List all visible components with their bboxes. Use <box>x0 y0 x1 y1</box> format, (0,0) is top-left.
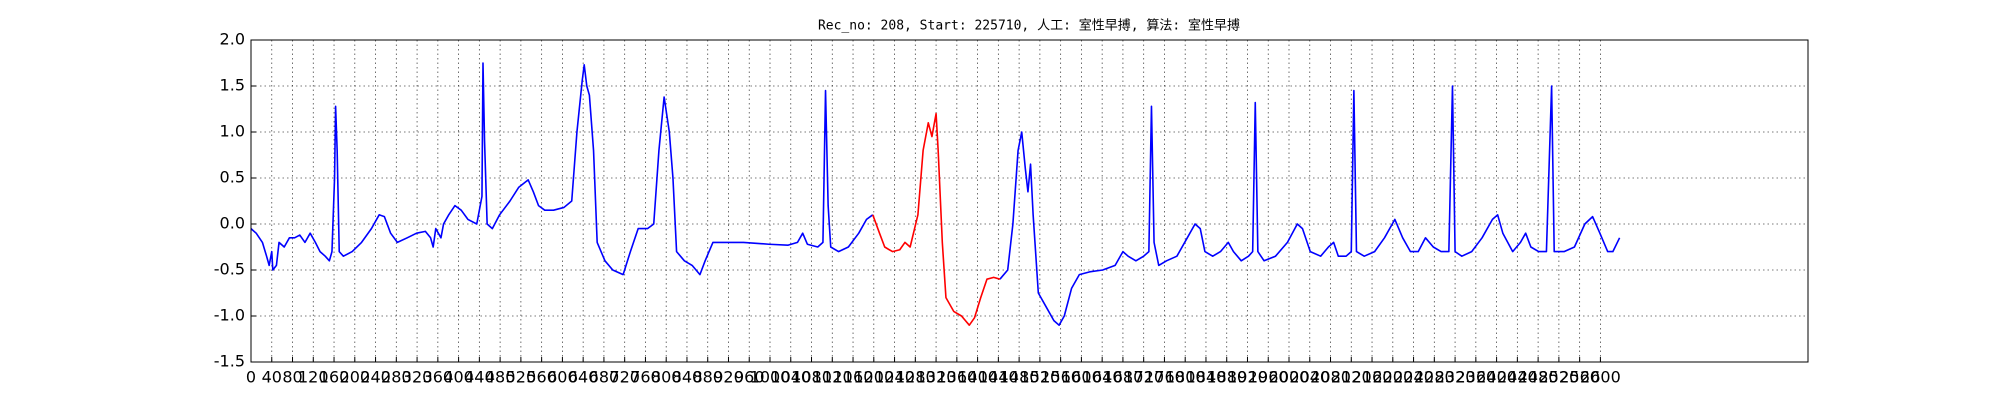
x-tick-label: 840 <box>672 368 703 387</box>
x-tick-label: 1600 <box>1061 368 1102 387</box>
plot-frame <box>250 39 1809 363</box>
x-tick-label: 320 <box>402 368 433 387</box>
x-tick-label: 920 <box>713 368 744 387</box>
x-tick-label: 960 <box>734 368 765 387</box>
x-tick-label: 1560 <box>1040 368 1081 387</box>
x-tick-label: 1440 <box>978 368 1019 387</box>
x-tick-label: 2080 <box>1310 368 1351 387</box>
x-tick-label: 2160 <box>1352 368 1393 387</box>
x-tick-label: 1080 <box>791 368 832 387</box>
x-tick-label: 760 <box>630 368 661 387</box>
x-tick-label: 1640 <box>1082 368 1123 387</box>
x-tick-label: 1280 <box>895 368 936 387</box>
y-tick-label: -1.0 <box>214 306 245 325</box>
x-tick-label: 560 <box>526 368 557 387</box>
y-tick-label: 1.0 <box>220 122 245 141</box>
x-tick-label: 1920 <box>1227 368 1268 387</box>
x-tick-label: 720 <box>609 368 640 387</box>
x-tick-label: 1160 <box>833 368 874 387</box>
x-tick-label: 80 <box>282 368 302 387</box>
x-tick-label: 400 <box>443 368 474 387</box>
x-tick-label: 2280 <box>1414 368 1455 387</box>
x-tick-label: 1320 <box>916 368 957 387</box>
x-tick-label: 2560 <box>1559 368 1600 387</box>
x-tick-label: 680 <box>589 368 620 387</box>
y-tick-label: 0.5 <box>220 168 245 187</box>
x-tick-label: 1400 <box>957 368 998 387</box>
x-tick-label: 1360 <box>936 368 977 387</box>
x-tick-label: 2120 <box>1331 368 1372 387</box>
x-tick-label: 200 <box>340 368 371 387</box>
x-tick-label: 1520 <box>1020 368 1061 387</box>
x-tick-label: 1840 <box>1186 368 1227 387</box>
chart-title: Rec_no: 208, Start: 225710, 人工: 室性早搏, 算法… <box>818 18 1240 34</box>
x-tick-label: 1960 <box>1248 368 1289 387</box>
x-tick-label: 1480 <box>999 368 1040 387</box>
y-tick-label: -0.5 <box>214 260 245 279</box>
x-tick-label: 1240 <box>874 368 915 387</box>
x-tick-label: 2480 <box>1518 368 1559 387</box>
x-tick-label: 1000 <box>750 368 791 387</box>
x-tick-label: 800 <box>651 368 682 387</box>
x-tick-label: 1800 <box>1165 368 1206 387</box>
y-tick-label: -1.5 <box>214 352 245 371</box>
x-tick-label: 600 <box>547 368 578 387</box>
x-tick-label: 880 <box>692 368 723 387</box>
y-tick-label: 2.0 <box>220 30 245 49</box>
x-tick-label: 1200 <box>853 368 894 387</box>
x-tick-label: 40 <box>262 368 282 387</box>
y-tick-label: 0.0 <box>220 214 245 233</box>
x-tick-label: 2440 <box>1497 368 1538 387</box>
x-tick-label: 240 <box>360 368 391 387</box>
x-tick-label: 1880 <box>1206 368 1247 387</box>
x-tick-label: 160 <box>319 368 350 387</box>
x-tick-label: 2600 <box>1580 368 1621 387</box>
x-tick-label: 1720 <box>1123 368 1164 387</box>
x-tick-label: 2360 <box>1455 368 1496 387</box>
x-tick-label: 2320 <box>1435 368 1476 387</box>
x-tick-label: 120 <box>298 368 329 387</box>
signal-line <box>872 112 1001 326</box>
x-tick-label: 280 <box>381 368 412 387</box>
x-tick-label: 1120 <box>812 368 853 387</box>
x-tick-label: 2240 <box>1393 368 1434 387</box>
x-tick-label: 640 <box>568 368 599 387</box>
x-tick-label: 2000 <box>1269 368 1310 387</box>
x-tick-label: 360 <box>423 368 454 387</box>
x-tick-label: 2520 <box>1539 368 1580 387</box>
y-tick-label: 1.5 <box>220 76 245 95</box>
x-tick-label: 2040 <box>1289 368 1330 387</box>
signal-line <box>999 85 1621 326</box>
x-tick-label: 480 <box>485 368 516 387</box>
x-tick-label: 2400 <box>1476 368 1517 387</box>
x-tick-label: 0 <box>246 368 256 387</box>
x-tick-label: 1680 <box>1103 368 1144 387</box>
x-tick-label: 1040 <box>770 368 811 387</box>
x-tick-label: 2200 <box>1372 368 1413 387</box>
x-tick-label: 520 <box>506 368 537 387</box>
signal-line <box>250 62 874 276</box>
x-tick-label: 1760 <box>1144 368 1185 387</box>
x-tick-label: 440 <box>464 368 495 387</box>
